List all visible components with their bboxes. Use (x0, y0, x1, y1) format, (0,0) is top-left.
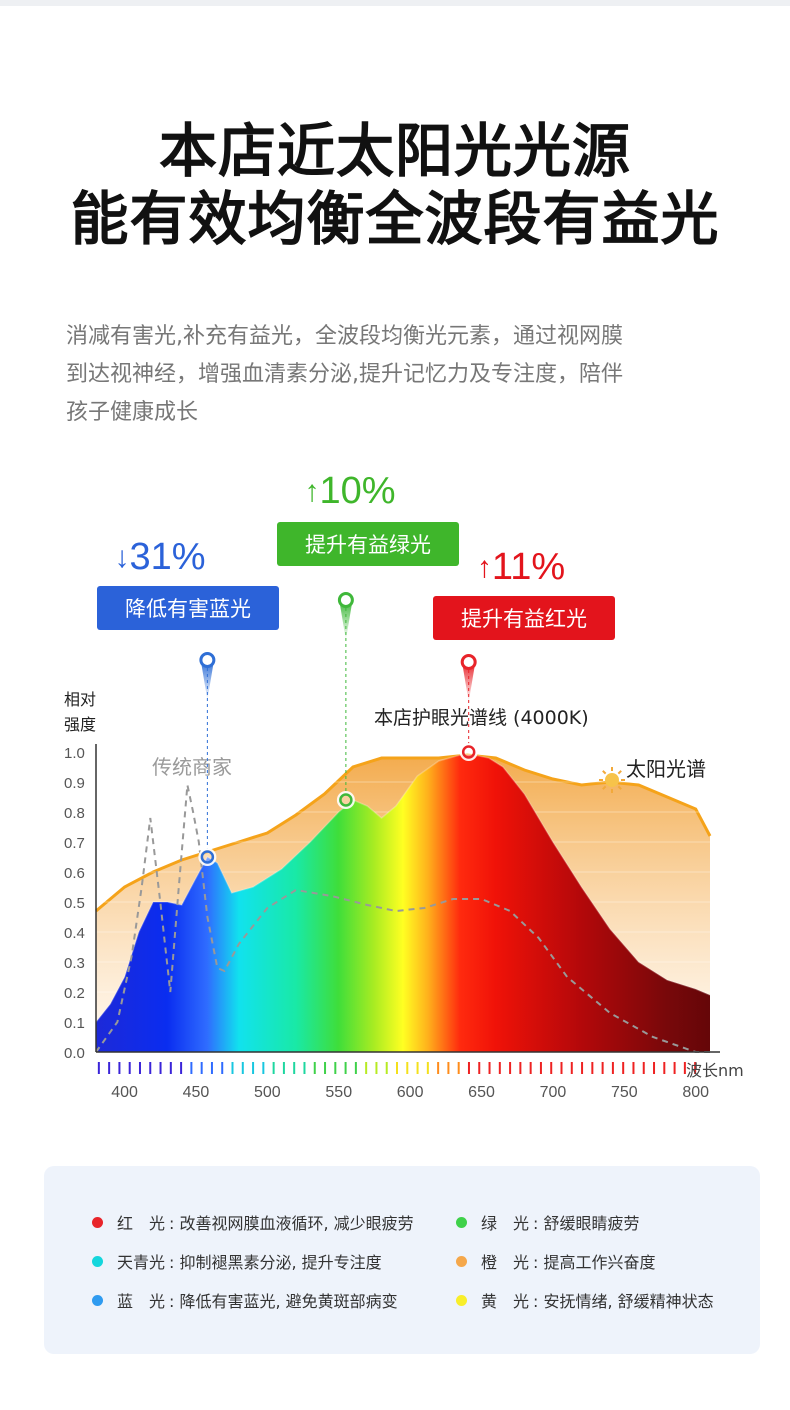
y-tick-label: 0.3 (64, 955, 85, 972)
y-tick-label: 0.1 (64, 1015, 85, 1032)
legend-item-cyan: 天青光 : 抑制褪黑素分泌, 提升专注度 (92, 1249, 382, 1273)
product-spectrum-area (96, 755, 710, 1052)
y-tick-label: 0.2 (64, 985, 85, 1002)
annotation-percent: 31% (129, 536, 205, 578)
pin-tail (462, 666, 475, 702)
sun-ray (602, 785, 607, 790)
x-tick-label: 800 (682, 1084, 709, 1101)
x-tick-label: 600 (397, 1084, 424, 1101)
y-tick-label: 0.0 (64, 1045, 85, 1062)
headline-line-2: 能有效均衡全波段有益光 (70, 185, 720, 253)
legend-item-green: 绿 光 : 舒缓眼睛疲劳 (456, 1210, 639, 1234)
legend-dot (92, 1294, 103, 1306)
annotation-arrow: ↑ (304, 475, 319, 508)
legend-dot (92, 1255, 103, 1267)
y-tick-label: 0.7 (64, 835, 85, 852)
headline-line-1: 本店近太阳光光源 (158, 117, 631, 185)
x-tick-label: 400 (111, 1084, 138, 1101)
y-tick-label: 0.9 (64, 775, 85, 792)
annotation-label-box (277, 522, 459, 566)
description-line: 消减有害光,补充有益光，全波段均衡光元素，通过视网膜 (66, 324, 623, 349)
sun-spectrum-label: 太阳光谱 (626, 757, 706, 781)
x-tick-label: 700 (540, 1084, 567, 1101)
legend-desc: : 安抚情绪, 舒缓精神状态 (533, 1292, 714, 1311)
legend-dot (456, 1294, 467, 1306)
legend-name: 红 光 (117, 1214, 166, 1233)
x-tick-label: 500 (254, 1084, 281, 1101)
legend-item-yellow: 黄 光 : 安抚情绪, 舒缓精神状态 (456, 1288, 714, 1312)
sun-core (605, 773, 619, 787)
y-tick-label: 0.6 (64, 865, 85, 882)
legend-dot (92, 1216, 103, 1228)
description-line: 孩子健康成长 (66, 400, 199, 425)
legend-desc: : 舒缓眼睛疲劳 (533, 1214, 640, 1233)
legend-desc: : 提高工作兴奋度 (533, 1253, 656, 1272)
pin-tail (201, 664, 214, 700)
annotation-arrow: ↑ (477, 551, 492, 584)
legend-name: 天青光 (117, 1253, 166, 1272)
legend-item-blue: 蓝 光 : 降低有害蓝光, 避免黄斑部病变 (92, 1288, 398, 1312)
x-tick-label: 650 (468, 1084, 495, 1101)
annotation-percent: 10% (319, 470, 395, 512)
y-tick-label: 0.8 (64, 805, 85, 822)
curve-marker (200, 850, 215, 864)
description-line: 到达视神经，增强血清素分泌,提升记忆力及专注度，陪伴 (66, 362, 623, 387)
pin-head (199, 652, 216, 668)
legend-desc: : 降低有害蓝光, 避免黄斑部病变 (169, 1292, 398, 1311)
curve-marker (461, 745, 476, 759)
annotation-label: 提升有益绿光 (305, 533, 431, 557)
x-tick-label: 750 (611, 1084, 638, 1101)
sun-icon (599, 767, 625, 793)
x-tick-label: 550 (325, 1084, 352, 1101)
annotation-arrow: ↓ (114, 541, 129, 574)
x-tick-label: 450 (183, 1084, 210, 1101)
annotation-label-box (433, 596, 615, 640)
annotation-value: ↑11% (477, 546, 565, 588)
y-tick-label: 0.5 (64, 895, 85, 912)
legend-item-red: 红 光 : 改善视网膜血液循环, 减少眼疲劳 (92, 1210, 414, 1234)
annotation-label: 降低有害蓝光 (125, 597, 251, 621)
legend-panel: 红 光 : 改善视网膜血液循环, 减少眼疲劳 绿 光 : 舒缓眼睛疲劳 天青光 … (44, 1166, 760, 1354)
product-spectrum-line (95, 754, 711, 1023)
y-tick-label: 1.0 (64, 745, 85, 762)
annotation-label-box (97, 586, 279, 630)
pin-tail (339, 604, 352, 640)
y-axis-label: 强度 (64, 715, 96, 734)
x-axis-label: 波长nm (686, 1061, 744, 1080)
sun-ray (617, 785, 622, 790)
legend-desc: : 改善视网膜血液循环, 减少眼疲劳 (169, 1214, 414, 1233)
legend-dot (456, 1216, 467, 1228)
curve-marker-halo (459, 743, 478, 761)
legend-desc: : 抑制褪黑素分泌, 提升专注度 (169, 1253, 382, 1272)
y-tick-label: 0.4 (64, 925, 85, 942)
annotation-value: ↓31% (114, 536, 205, 578)
sun-ray (602, 770, 607, 775)
y-axis-label: 相对 (64, 690, 96, 709)
top-strip (0, 0, 790, 6)
legend-name: 绿 光 (481, 1214, 530, 1233)
curve-marker-halo (336, 791, 355, 809)
legend-name: 蓝 光 (117, 1292, 166, 1311)
legend-item-orange: 橙 光 : 提高工作兴奋度 (456, 1249, 655, 1273)
description: 消减有害光,补充有益光，全波段均衡光元素，通过视网膜 到达视神经，增强血清素分泌… (66, 318, 726, 432)
sun-ray (617, 770, 622, 775)
traditional-label: 传统商家 (152, 755, 232, 779)
product-label: 本店护眼光谱线 (4000K) (374, 707, 589, 729)
annotation-label: 提升有益红光 (461, 607, 587, 631)
curve-marker-halo (198, 848, 217, 866)
pin-head (460, 654, 477, 670)
traditional-spectrum-line (95, 784, 710, 1053)
pin-head (337, 592, 354, 608)
legend-name: 黄 光 (481, 1292, 530, 1311)
curve-marker (339, 793, 353, 807)
annotation-percent: 11% (492, 546, 565, 588)
legend-name: 橙 光 (481, 1253, 530, 1272)
legend-dot (456, 1255, 467, 1267)
annotation-value: ↑10% (304, 470, 395, 512)
